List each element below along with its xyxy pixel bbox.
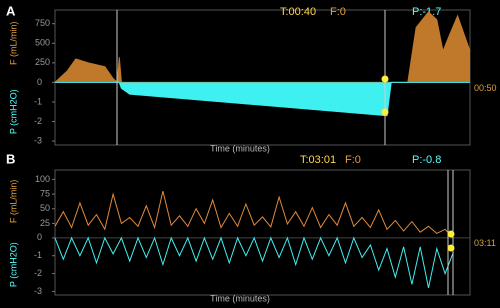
flow-reading: F:0 xyxy=(330,6,346,18)
cursor-dot xyxy=(447,244,455,252)
flow-reading: F:0 xyxy=(345,154,361,166)
end-time: 00:50 xyxy=(474,83,497,93)
cursor-dot xyxy=(447,230,455,238)
end-time: 03:11 xyxy=(474,238,496,248)
area-fill xyxy=(55,82,470,116)
y2-tick-label: -1 xyxy=(34,250,42,260)
y-tick-label: 75 xyxy=(40,188,50,198)
y2-axis-title: P (cmH2O) xyxy=(8,89,18,134)
y2-tick-label: -3 xyxy=(34,135,42,145)
y2-tick-label: -2 xyxy=(34,268,42,278)
y-axis-title: F (mL/min) xyxy=(8,22,18,65)
x-axis-title: Time (minutes) xyxy=(210,143,270,153)
time-reading: T:03:01 xyxy=(300,154,336,166)
y2-tick-label: -1 xyxy=(34,96,42,106)
y2-tick-label: -2 xyxy=(34,116,42,126)
y-axis-title: F (mL/min) xyxy=(8,180,18,224)
y-tick-label: 100 xyxy=(35,174,50,184)
cursor-dot xyxy=(381,108,389,116)
plot-frame xyxy=(54,169,471,296)
panel-label: B xyxy=(6,151,15,166)
y-tick-label: 500 xyxy=(35,38,50,48)
y-tick-label: 50 xyxy=(40,203,50,213)
trace xyxy=(54,190,454,239)
area-fill xyxy=(55,12,470,83)
y-tick-label: 25 xyxy=(40,218,50,228)
y2-axis-title: P (cmH2O) xyxy=(8,242,18,287)
pressure-reading: P:-1.7 xyxy=(412,6,441,18)
time-reading: T:00:40 xyxy=(280,6,316,18)
y2-tick-label: 0 xyxy=(37,232,42,242)
cursor-dot xyxy=(381,75,389,83)
pressure-reading: P:-0.8 xyxy=(412,154,441,166)
y-tick-label: 250 xyxy=(35,57,50,67)
y-tick-label: 750 xyxy=(35,18,50,28)
trace xyxy=(54,236,454,289)
y2-tick-label: 0 xyxy=(37,77,42,87)
trace xyxy=(55,81,470,117)
panel-label: A xyxy=(6,3,16,18)
y2-tick-label: -3 xyxy=(34,286,42,296)
x-axis-title: Time (minutes) xyxy=(210,293,270,303)
